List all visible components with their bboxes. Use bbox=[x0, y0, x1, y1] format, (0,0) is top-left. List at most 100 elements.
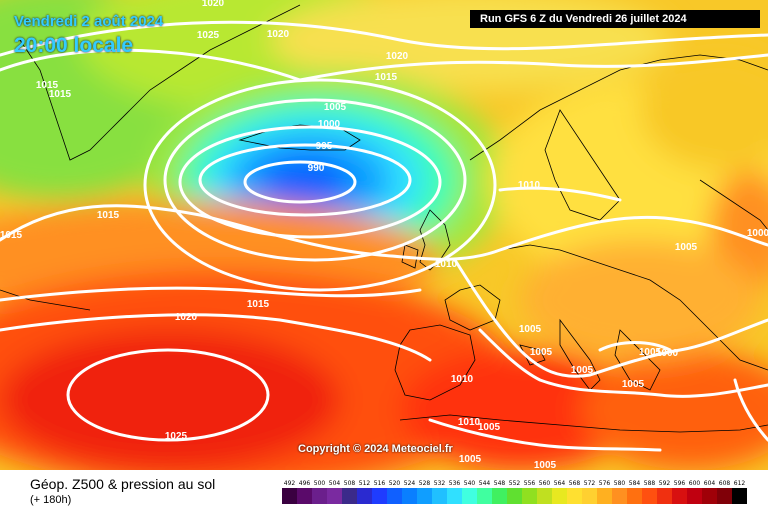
scale-tick-label: 588 bbox=[644, 480, 656, 487]
forecast-date: Vendredi 2 août 2024 bbox=[14, 13, 164, 30]
scale-swatch bbox=[507, 488, 522, 504]
scale-swatch bbox=[462, 488, 477, 504]
scale-tick-label: 508 bbox=[344, 480, 356, 487]
scale-swatch bbox=[732, 488, 747, 504]
scale-tick-label: 496 bbox=[299, 480, 311, 487]
isobar-label: 1005 bbox=[534, 460, 557, 470]
isobar-label: 1005 bbox=[675, 242, 698, 253]
scale-swatch bbox=[552, 488, 567, 504]
scale-swatch bbox=[387, 488, 402, 504]
scale-swatch bbox=[327, 488, 342, 504]
isobar-label: 1005 bbox=[622, 379, 645, 390]
run-info: Run GFS 6 Z du Vendredi 26 juillet 2024 bbox=[470, 10, 760, 28]
isobar-lines bbox=[0, 20, 768, 452]
isobar-label: 1015 bbox=[375, 72, 398, 83]
isobar-label: 1000 bbox=[656, 348, 679, 359]
scale-tick-label: 596 bbox=[674, 480, 686, 487]
legend-title: Géop. Z500 & pression au sol bbox=[30, 476, 216, 492]
scale-tick-label: 512 bbox=[359, 480, 371, 487]
forecast-time: 20:00 locale bbox=[14, 34, 134, 57]
scale-swatch bbox=[687, 488, 702, 504]
scale-swatch bbox=[672, 488, 687, 504]
scale-swatch bbox=[717, 488, 732, 504]
isobar-label: 1000 bbox=[318, 119, 341, 130]
scale-tick-label: 524 bbox=[404, 480, 416, 487]
scale-swatch bbox=[522, 488, 537, 504]
scale-swatch bbox=[372, 488, 387, 504]
isobar-label: 1005 bbox=[519, 324, 542, 335]
scale-swatch bbox=[642, 488, 657, 504]
scale-tick-label: 584 bbox=[629, 480, 641, 487]
isobar-label: 1015 bbox=[49, 89, 72, 100]
isobar-label: 1015 bbox=[247, 299, 270, 310]
scale-tick-label: 592 bbox=[659, 480, 671, 487]
isobar-label: 1020 bbox=[386, 51, 409, 62]
scale-tick-label: 556 bbox=[524, 480, 536, 487]
isobar-label: 1005 bbox=[530, 347, 553, 358]
scale-tick-label: 492 bbox=[284, 480, 296, 487]
scale-tick-label: 600 bbox=[689, 480, 701, 487]
isobar-label: 1010 bbox=[451, 374, 474, 385]
scale-tick-label: 532 bbox=[434, 480, 446, 487]
scale-swatch bbox=[447, 488, 462, 504]
scale-tick-label: 548 bbox=[494, 480, 506, 487]
scale-tick-label: 604 bbox=[704, 480, 716, 487]
scale-tick-label: 560 bbox=[539, 480, 551, 487]
scale-swatch bbox=[477, 488, 492, 504]
isobar-label: 1005 bbox=[324, 102, 347, 113]
isobar-label: 1010 bbox=[458, 417, 481, 428]
scale-swatch bbox=[537, 488, 552, 504]
isobar-label: 1025 bbox=[165, 431, 188, 442]
scale-swatch bbox=[597, 488, 612, 504]
color-scale: 492 496 500 504 508 512 516 520 524 528 532 536 540 5… bbox=[282, 480, 747, 504]
isobar-label: 1005 bbox=[478, 422, 501, 433]
scale-swatch bbox=[357, 488, 372, 504]
scale-swatch bbox=[297, 488, 312, 504]
scale-tick-label: 500 bbox=[314, 480, 326, 487]
scale-tick-label: 552 bbox=[509, 480, 521, 487]
isobar-label: 1010 bbox=[435, 259, 458, 270]
isobar-label: 1015 bbox=[36, 80, 59, 91]
legend-subtitle: (+ 180h) bbox=[30, 494, 72, 506]
isobar-label: 990 bbox=[308, 163, 325, 174]
scale-swatch bbox=[702, 488, 717, 504]
scale-swatch bbox=[342, 488, 357, 504]
scale-tick-label: 528 bbox=[419, 480, 431, 487]
scale-tick-label: 536 bbox=[449, 480, 461, 487]
scale-swatch bbox=[432, 488, 447, 504]
scale-tick-label: 580 bbox=[614, 480, 626, 487]
isobar-label: 1015 bbox=[0, 230, 23, 241]
scale-swatch bbox=[612, 488, 627, 504]
scale-tick-label: 504 bbox=[329, 480, 341, 487]
scale-swatch bbox=[492, 488, 507, 504]
scale-swatch bbox=[417, 488, 432, 504]
scale-tick-label: 572 bbox=[584, 480, 596, 487]
scale-tick-label: 612 bbox=[734, 480, 746, 487]
isobar-label: 1020 bbox=[202, 0, 225, 9]
isobar-label: 1020 bbox=[175, 312, 198, 323]
isobar-label: 1005 bbox=[639, 347, 662, 358]
isobar-label: 1005 bbox=[571, 365, 594, 376]
isobar-label: 1020 bbox=[267, 29, 290, 40]
scale-swatch bbox=[567, 488, 582, 504]
isobar-label: 1005 bbox=[459, 454, 482, 465]
scale-swatch bbox=[627, 488, 642, 504]
scale-tick-label: 576 bbox=[599, 480, 611, 487]
coastlines bbox=[0, 4, 768, 433]
scale-tick-label: 540 bbox=[464, 480, 476, 487]
scale-tick-label: 608 bbox=[719, 480, 731, 487]
geopotential-shading bbox=[0, 0, 768, 470]
isobar-label: 1010 bbox=[518, 180, 541, 191]
isobar-label: 995 bbox=[316, 141, 333, 152]
scale-tick-label: 516 bbox=[374, 480, 386, 487]
isobar-label: 1000 bbox=[747, 228, 768, 239]
scale-tick-label: 520 bbox=[389, 480, 401, 487]
scale-swatch bbox=[402, 488, 417, 504]
scale-tick-label: 568 bbox=[569, 480, 581, 487]
scale-swatch bbox=[282, 488, 297, 504]
scale-tick-label: 564 bbox=[554, 480, 566, 487]
scale-tick-label: 544 bbox=[479, 480, 491, 487]
